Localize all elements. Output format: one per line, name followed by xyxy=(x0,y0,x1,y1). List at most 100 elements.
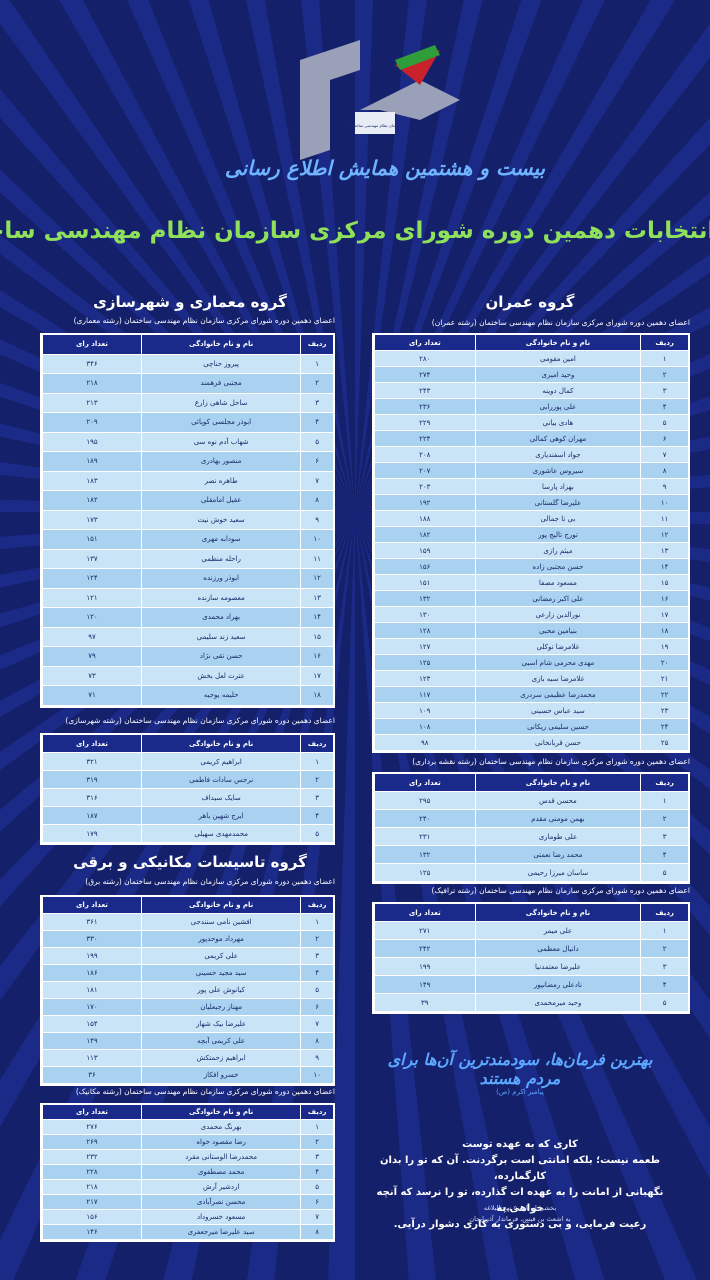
header-cell: نام و نام خانوادگی xyxy=(474,904,641,921)
table-row: ۵ ساسان میرزا رحیمی ۱۲۵ xyxy=(374,864,688,882)
quote-line: کاری که به عهده توست xyxy=(462,1139,578,1150)
member-name: مسعود خسروداد xyxy=(140,1210,301,1224)
vote-count: ۱۴۶ xyxy=(42,1225,141,1239)
vote-count: ۱۸۸ xyxy=(374,511,475,526)
member-name: مهرداد موحدپور xyxy=(140,931,301,947)
row-number: ۲ xyxy=(300,931,333,947)
member-name: وحید میرمحمدی xyxy=(474,994,641,1011)
results-table: ردیف نام و نام خانوادگی تعداد رای ۱ ابراهیم … xyxy=(40,733,335,845)
row-number: ۲ xyxy=(640,810,688,827)
vote-count: ۲۹۵ xyxy=(374,792,475,809)
member-name: ایرج شهین باهر xyxy=(140,807,301,824)
vote-count: ۱۱۷ xyxy=(374,687,475,702)
table-row: ۷ طاهره نصر ۱۸۳ xyxy=(42,471,333,491)
row-number: ۲۱ xyxy=(640,671,688,686)
quote-text: کاری که به عهده توست طعمه نیست؛ بلکه امان… xyxy=(360,1137,680,1233)
vote-count: ۳۳۰ xyxy=(42,931,141,947)
row-number: ۴ xyxy=(640,399,688,414)
table-row: ۱۶ حسن تقی نژاد ۷۹ xyxy=(42,647,333,667)
vote-count: ۱۸۹ xyxy=(42,452,141,471)
table-row: ۱ علی میمر ۲۷۱ xyxy=(374,922,688,940)
table-row: ۱۱ راحله منظمی ۱۳۷ xyxy=(42,549,333,569)
vote-count: ۲۴۳ xyxy=(374,383,475,398)
row-number: ۸ xyxy=(300,491,333,510)
vote-count: ۳۲۱ xyxy=(42,753,141,770)
member-name: سید مجید حسینی xyxy=(140,965,301,981)
vote-count: ۱۰۸ xyxy=(374,719,475,734)
table-row: ۴ نادعلی رمضانپور ۱۴۹ xyxy=(374,976,688,994)
header-cell: ردیف xyxy=(300,1105,333,1119)
table-row: ۳ علی کریمی ۱۹۹ xyxy=(42,948,333,965)
vote-count: ۱۵۱ xyxy=(374,575,475,590)
member-name: دانیال معظمی xyxy=(474,940,641,957)
member-name: محمدمهدی سهیلی xyxy=(140,825,301,842)
member-name: غلامرضا توکلی xyxy=(474,639,641,654)
vote-count: ۲۷۱ xyxy=(374,922,475,939)
header-art: سازمان نظام مهندسی ساختمان بیست و هشتمین… xyxy=(0,40,710,244)
member-name: سعید خوش نیت xyxy=(140,510,301,529)
row-number: ۷ xyxy=(640,447,688,462)
row-number: ۷ xyxy=(300,471,333,490)
row-number: ۱۱ xyxy=(300,549,333,568)
row-number: ۱۴ xyxy=(300,608,333,627)
row-number: ۱ xyxy=(300,354,333,373)
member-name: علی پوررابی xyxy=(474,399,641,414)
results-table: ردیف نام و نام خانوادگی تعداد رای ۱ پیروز حن… xyxy=(40,333,335,708)
row-number: ۱۴ xyxy=(640,559,688,574)
row-number: ۲۴ xyxy=(640,719,688,734)
row-number: ۱۹ xyxy=(640,639,688,654)
row-number: ۱۰ xyxy=(640,495,688,510)
vote-count: ۲۱۸ xyxy=(42,1180,141,1194)
table-subtitle: اعضای دهمین دوره شورای مرکزی سازمان نظام… xyxy=(65,716,335,725)
vote-count: ۲۱۳ xyxy=(42,393,141,412)
header-cell: تعداد رای xyxy=(374,904,475,921)
member-name: خسرو افکاز xyxy=(140,1067,301,1083)
quote-line: نگهبانی از امانت را به عهده ات گذارده، ت… xyxy=(376,1187,664,1214)
row-number: ۱۳ xyxy=(640,543,688,558)
vote-count: ۱۴۹ xyxy=(42,1033,141,1049)
table-row: ۳ سایک سیداف ۳۱۶ xyxy=(42,789,333,807)
table-row: ۲ مهرداد موحدپور ۳۳۰ xyxy=(42,931,333,948)
row-number: ۱ xyxy=(300,753,333,770)
member-name: علیرضا معتمدنیا xyxy=(474,958,641,975)
vote-count: ۱۹۹ xyxy=(374,958,475,975)
table-row: ۱۸ بنیامین محبی ۱۲۸ xyxy=(374,623,688,639)
member-name: کمال دوینه xyxy=(474,383,641,398)
row-number: ۵ xyxy=(640,415,688,430)
table-row: ۴ محمد مصطفوی ۲۲۸ xyxy=(42,1165,333,1180)
table-subtitle: اعضای دهمین دوره شورای مرکزی سازمان نظام… xyxy=(73,316,335,325)
org-name: سازمان نظام مهندسی ساختمان xyxy=(348,123,402,128)
vote-count: ۳۹ xyxy=(374,994,475,1011)
table-row: ۶ منصور بهادری ۱۸۹ xyxy=(42,452,333,472)
vote-count: ۳۶ xyxy=(42,1067,141,1083)
member-name: بهمن مومنی مقدم xyxy=(474,810,641,827)
vote-count: ۲۱۸ xyxy=(42,374,141,393)
row-number: ۲ xyxy=(640,940,688,957)
table-row: ۲ وحید امیری ۲۷۴ xyxy=(374,367,688,383)
row-number: ۱۲ xyxy=(300,569,333,588)
member-name: رضا مقصود خواه xyxy=(140,1135,301,1149)
member-name: معصومه سازنده xyxy=(140,588,301,607)
row-number: ۴ xyxy=(300,965,333,981)
vote-count: ۲۲۴ xyxy=(374,431,475,446)
vote-count: ۳۴۶ xyxy=(42,354,141,373)
member-name: نورالدین زارعی xyxy=(474,607,641,622)
row-number: ۳ xyxy=(640,958,688,975)
member-name: بی تا جمالی xyxy=(474,511,641,526)
table-row: ۲ رضا مقصود خواه ۲۶۹ xyxy=(42,1135,333,1150)
row-number: ۱۷ xyxy=(300,666,333,685)
member-name: ساسان میرزا رحیمی xyxy=(474,864,641,881)
row-number: ۳ xyxy=(300,1150,333,1164)
header-cell: نام و نام خانوادگی xyxy=(140,1105,301,1119)
member-name: ابوذر ورزنده xyxy=(140,569,301,588)
header-row: ردیف نام و نام خانوادگی تعداد رای xyxy=(42,335,333,355)
member-name: سیروس عاشوری xyxy=(474,463,641,478)
vote-count: ۲۲۹ xyxy=(374,415,475,430)
table-row: ۱۵ سعید زند سلیمی ۹۷ xyxy=(42,627,333,647)
table-row: ۷ علیرضا بیک شهاز ۱۵۴ xyxy=(42,1016,333,1033)
table-row: ۱۰ علیرضا گلستانی ۱۹۲ xyxy=(374,495,688,511)
row-number: ۲۰ xyxy=(640,655,688,670)
row-number: ۱۸ xyxy=(640,623,688,638)
header-cell: نام و نام خانوادگی xyxy=(474,335,641,350)
table-row: ۶ مهناز رجبعلیان ۱۷۰ xyxy=(42,999,333,1016)
